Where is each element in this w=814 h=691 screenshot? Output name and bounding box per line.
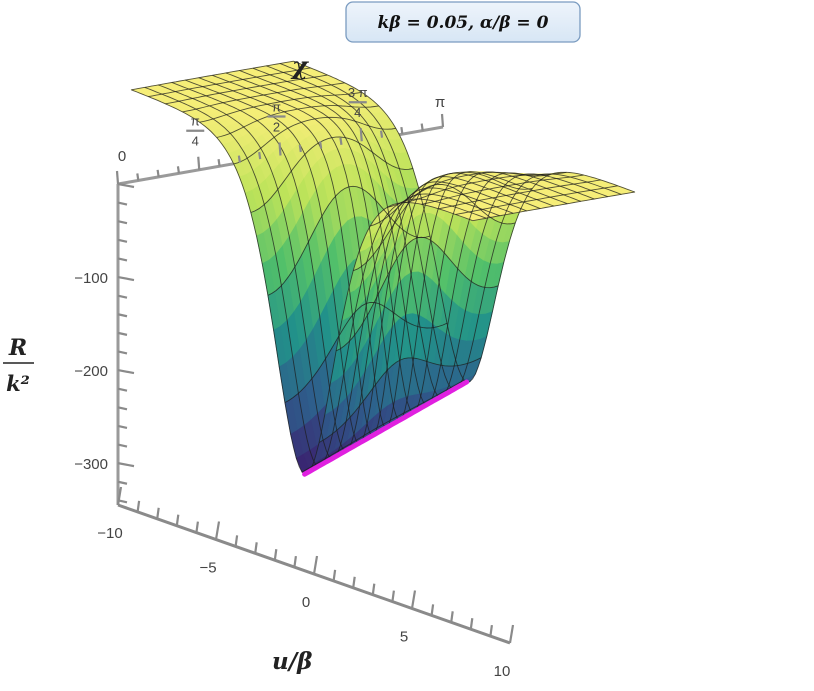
z-tick-mark (117, 406, 128, 411)
y-tick-label-den: 4 (192, 134, 199, 149)
x-tick-mark (430, 604, 435, 616)
z-tick-mark (117, 257, 128, 262)
z-tick-label: −200 (74, 363, 108, 380)
z-axis-label-num: R (8, 335, 27, 361)
mesh-line-chi (239, 70, 581, 414)
x-tick-mark (136, 500, 141, 513)
y-tick-mark (359, 128, 363, 142)
y-tick-mark (197, 156, 201, 170)
z-tick-mark (117, 462, 135, 468)
y-tick-label: 0 (118, 148, 126, 165)
y-tick-label-num: π (272, 99, 281, 114)
y-tick-mark (400, 126, 404, 135)
mesh-line-chi (279, 63, 622, 391)
z-tick-mark (117, 350, 128, 355)
z-tick-mark (117, 331, 128, 336)
mesh-line-chi (252, 67, 595, 406)
x-tick-mark (450, 611, 454, 623)
z-axis-label-den: k² (6, 371, 30, 396)
z-tick-mark (117, 182, 135, 189)
minimum-curve-line (302, 379, 470, 477)
x-tick-mark (312, 555, 319, 575)
z-tick-mark (117, 443, 128, 448)
mesh-line-chi (225, 72, 568, 422)
chart-title: kβ = 0.05, α/β = 0 (378, 13, 549, 33)
x-tick-mark (273, 549, 278, 561)
z-tick-mark (117, 387, 128, 392)
mesh-line-chi (212, 74, 554, 429)
x-tick-mark (293, 555, 297, 568)
z-tick-mark (117, 480, 128, 485)
mesh-line-chi (185, 79, 527, 445)
z-axis-label: R k² (3, 335, 34, 396)
y-tick-mark (319, 141, 323, 149)
y-tick-mark (420, 123, 424, 131)
mesh-line-chi (131, 89, 473, 475)
x-tick-mark (175, 514, 180, 526)
x-tick-label: 0 (302, 594, 310, 611)
y-tick-label-den: 4 (354, 105, 361, 120)
z-tick-mark (117, 275, 135, 282)
z-tick-mark (117, 220, 128, 225)
y-tick-mark (217, 159, 221, 167)
z-tick-mark (117, 201, 128, 206)
x-tick-mark (410, 590, 417, 609)
z-tick-mark (117, 313, 128, 318)
z-tick-mark (117, 238, 128, 243)
mesh-line-chi (293, 60, 635, 383)
x-tick-mark (352, 576, 356, 588)
x-tick-mark (489, 624, 493, 637)
z-tick-mark (117, 499, 128, 504)
x-tick-mark (214, 521, 221, 540)
z-tick-label: −300 (74, 456, 108, 473)
y-axis-label: χ (290, 51, 309, 80)
y-tick-label-den: 2 (273, 119, 280, 134)
x-tick-label: 5 (400, 629, 408, 646)
x-tick-label: −10 (97, 525, 122, 542)
mesh-line-chi (198, 77, 541, 437)
x-tick-label: 10 (494, 663, 511, 680)
x-tick-mark (195, 521, 199, 533)
z-tick-label: −100 (74, 270, 108, 287)
y-tick-mark (339, 137, 343, 145)
y-tick-label-num: π (191, 114, 200, 129)
y-tick-mark (258, 151, 262, 160)
surface-mesh (130, 60, 636, 475)
axis-ticks: −10 −5 0 5 10 −100 −200 −300 0 π 4 π 2 3 π 4 π (74, 85, 515, 680)
y-tick-mark (156, 169, 160, 178)
y-tick-label: π (435, 94, 445, 111)
z-tick-mark (117, 424, 128, 429)
mesh-line-chi (144, 86, 487, 468)
y-tick-mark (440, 113, 445, 128)
x-tick-mark (508, 624, 515, 644)
x-tick-mark (332, 569, 337, 582)
x-tick-mark (371, 583, 376, 595)
z-tick-mark (117, 294, 128, 299)
title-box: kβ = 0.05, α/β = 0 (345, 1, 581, 43)
z-tick-mark (117, 369, 135, 375)
y-tick-mark (298, 144, 302, 153)
mesh-line-chi (266, 65, 608, 398)
y-tick-label-num: 3 π (348, 85, 368, 100)
x-tick-mark (234, 535, 239, 547)
x-axis-label: u/β (272, 648, 312, 675)
y-tick-mark (136, 173, 140, 181)
x-tick-mark (156, 507, 160, 519)
y-tick-mark (115, 170, 120, 185)
y-tick-mark (379, 130, 384, 138)
y-tick-mark (176, 166, 181, 174)
x-tick-mark (116, 486, 123, 506)
y-tick-mark (237, 155, 241, 163)
x-tick-mark (391, 590, 395, 602)
x-tick-label: −5 (199, 560, 216, 577)
x-tick-mark (254, 542, 258, 554)
minimum-curve (302, 379, 470, 477)
x-tick-mark (469, 618, 474, 630)
y-tick-mark (278, 142, 282, 156)
mesh-line-chi (171, 82, 514, 452)
